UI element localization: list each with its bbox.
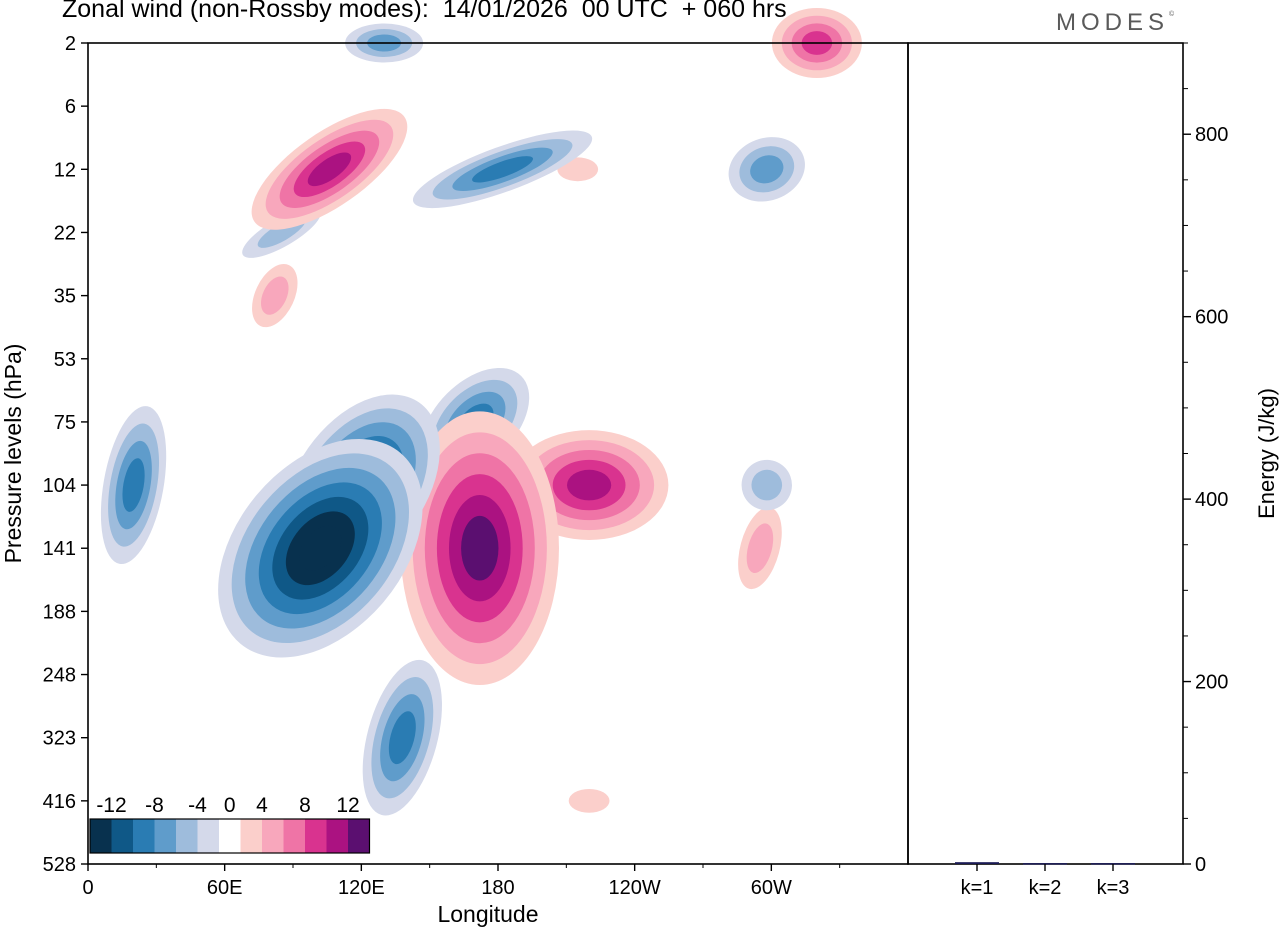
energy-bar: [955, 862, 999, 864]
logo-text: MODES: [1056, 9, 1170, 36]
contour-band: [461, 515, 499, 581]
colorbar-swatch: [326, 819, 348, 853]
modes-logo: MODES©: [1056, 9, 1174, 37]
contour-band: [260, 276, 289, 315]
energy-tick-label: 400: [1195, 489, 1228, 511]
contour-band: [472, 156, 534, 183]
colorbar-swatch: [240, 819, 262, 853]
y-tick-label: 53: [54, 349, 76, 371]
y-tick-label: 323: [43, 728, 76, 750]
y-tick-label: 2: [65, 33, 76, 55]
contour-band: [750, 155, 784, 184]
energy-tick-label: 600: [1195, 307, 1228, 329]
logo-mark: ©: [1169, 11, 1175, 18]
y-tick-label: 22: [54, 222, 76, 244]
y-tick-label: 12: [54, 159, 76, 181]
energy-bar: [1023, 863, 1067, 865]
energy-category-label: k=1: [961, 877, 994, 899]
colorbar-swatch: [348, 819, 370, 853]
figure-title: Zonal wind (non-Rossby modes): 14/01/202…: [62, 0, 787, 23]
colorbar-swatch: [262, 819, 284, 853]
y-axis-label: Pressure levels (hPa): [0, 344, 26, 564]
y-tick-label: 188: [43, 601, 76, 623]
contour-band: [299, 525, 342, 571]
x-axis-label: Longitude: [437, 901, 538, 927]
colorbar-label: 0: [224, 794, 236, 817]
energy-category-label: k=2: [1029, 877, 1062, 899]
x-tick-label: 180: [481, 877, 514, 899]
colorbar: -12 -8 -4 0 4 8 12: [89, 794, 371, 854]
energy-tick-label: 0: [1195, 854, 1206, 876]
y-tick-label: 75: [54, 412, 76, 434]
colorbar-swatch: [154, 819, 176, 853]
x-tick-label: 60E: [207, 877, 243, 899]
colorbar-swatch: [90, 819, 112, 853]
energy-axis-label: Energy (J/kg): [1254, 388, 1279, 519]
energy-bar: [1091, 863, 1135, 865]
colorbar-label: 12: [336, 794, 359, 817]
colorbar-swatch: [176, 819, 198, 853]
y-tick-label: 416: [43, 791, 76, 813]
colorbar-label: 8: [299, 794, 311, 817]
contour-band: [307, 152, 352, 187]
energy-tick-label: 800: [1195, 124, 1228, 146]
energy-tick-label: 200: [1195, 672, 1228, 694]
energy-panel: 0 200 400 600 800 Energy (J/kg) k=1 k=2 k=3: [907, 42, 1279, 899]
contour-band: [388, 711, 416, 765]
colorbar-swatch: [111, 819, 133, 853]
y-tick-label: 248: [43, 665, 76, 687]
x-tick-label: 120W: [609, 877, 661, 899]
energy-plot-frame: [907, 42, 1184, 865]
colorbar-swatch: [219, 819, 241, 853]
y-tick-label: 6: [65, 96, 76, 118]
contour-band: [567, 469, 612, 501]
x-tick-label: 0: [82, 877, 93, 899]
contour-band: [122, 458, 145, 512]
contour-field: [100, 8, 862, 816]
contour-band: [746, 523, 774, 574]
colorbar-swatch: [283, 819, 305, 853]
colorbar-swatch: [133, 819, 155, 853]
colorbar-label: -4: [188, 794, 207, 817]
x-tick-label: 60W: [751, 877, 792, 899]
colorbar-frame: [89, 818, 371, 854]
energy-category-label: k=3: [1097, 877, 1130, 899]
x-tick-label: 120E: [338, 877, 385, 899]
contour-band: [751, 469, 783, 501]
y-tick-label: 35: [54, 286, 76, 308]
colorbar-label: -8: [145, 794, 164, 817]
contour-band: [568, 788, 610, 813]
y-tick-label: 141: [43, 538, 76, 560]
colorbar-label: 4: [256, 794, 268, 817]
colorbar-label: -12: [96, 794, 126, 817]
colorbar-swatch: [197, 819, 219, 853]
colorbar-swatch: [305, 819, 327, 853]
y-tick-label: 528: [43, 854, 76, 876]
y-tick-label: 104: [43, 475, 76, 497]
